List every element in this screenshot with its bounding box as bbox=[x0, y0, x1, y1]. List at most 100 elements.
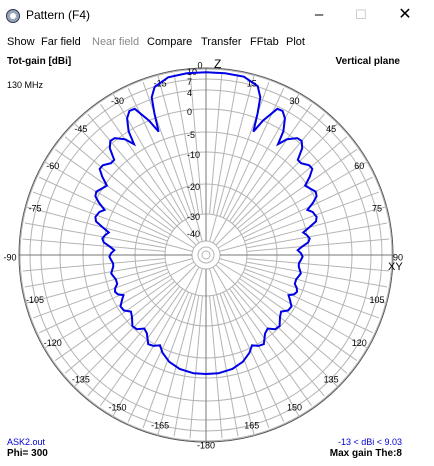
grid-spoke bbox=[246, 238, 390, 252]
radial-tick-label: -30 bbox=[187, 212, 200, 222]
grid-spoke bbox=[231, 286, 325, 397]
angle-tick-label: 135 bbox=[324, 375, 339, 385]
radial-tick-label: 4 bbox=[187, 88, 192, 98]
gain-pattern-trace bbox=[94, 71, 318, 376]
angle-tick-label: -90 bbox=[3, 252, 16, 262]
menu-bar: Show Far field Near field Compare Transf… bbox=[0, 34, 434, 52]
radial-tick-label: -5 bbox=[187, 130, 195, 140]
menu-far-field[interactable]: Far field bbox=[41, 36, 81, 48]
grid-spoke bbox=[246, 222, 388, 249]
grid-spoke bbox=[24, 222, 166, 249]
angle-tick-label: -105 bbox=[26, 295, 44, 305]
grid-spoke bbox=[173, 73, 200, 215]
grid-spoke bbox=[222, 291, 285, 422]
menu-show[interactable]: Show bbox=[7, 36, 35, 48]
frequency-label: 130 MHz bbox=[7, 80, 44, 90]
angle-tick-label: 30 bbox=[289, 96, 299, 106]
grid-ring bbox=[191, 240, 221, 270]
grid-spoke bbox=[100, 288, 183, 407]
grid-spoke bbox=[112, 266, 200, 418]
grid-spoke bbox=[87, 286, 181, 397]
grid-spoke bbox=[209, 71, 223, 215]
max-gain-label: Max gain The:8 bbox=[330, 448, 403, 459]
file-name-label: ASK2.out bbox=[7, 437, 46, 447]
angle-tick-label: 150 bbox=[287, 403, 302, 413]
grid-spoke bbox=[217, 261, 369, 349]
plane-label: Vertical plane bbox=[336, 56, 401, 67]
angle-tick-label: 0 bbox=[197, 60, 202, 70]
title-bar: Pattern (F4) – ☐ ✕ bbox=[0, 0, 434, 30]
angle-tick-label: 165 bbox=[244, 420, 259, 430]
grid-spoke bbox=[189, 295, 203, 439]
angle-tick-label: -120 bbox=[44, 338, 62, 348]
grid-spoke bbox=[244, 191, 380, 242]
grid-spoke bbox=[39, 271, 170, 334]
grid-spoke bbox=[22, 238, 166, 252]
polar-pattern-plot[interactable]: 0 15 30 45 60 75 90 105 120 135 150 165 -180 -165 -150… bbox=[0, 52, 434, 466]
grid-spoke bbox=[231, 113, 325, 224]
angle-tick-label: -60 bbox=[46, 161, 59, 171]
grid-spoke bbox=[237, 136, 348, 230]
maximize-button[interactable]: ☐ bbox=[355, 7, 367, 22]
gain-unit-label: Tot-gain [dBi] bbox=[7, 56, 71, 67]
grid-spoke bbox=[64, 136, 175, 230]
minimize-button[interactable]: – bbox=[314, 6, 324, 23]
grid-spoke bbox=[43, 261, 195, 349]
grid-spoke bbox=[100, 103, 183, 222]
menu-near-field: Near field bbox=[92, 36, 140, 48]
close-button[interactable]: ✕ bbox=[398, 6, 412, 23]
grid-spoke bbox=[189, 71, 203, 215]
angle-tick-label: -45 bbox=[74, 124, 87, 134]
menu-plot[interactable]: Plot bbox=[286, 36, 305, 48]
grid-spoke bbox=[157, 74, 203, 242]
angle-tick-label: 120 bbox=[352, 338, 367, 348]
grid-spoke bbox=[127, 88, 190, 219]
radial-tick-label: -20 bbox=[187, 182, 200, 192]
angle-tick-label: 15 bbox=[247, 78, 257, 88]
grid-spoke bbox=[219, 258, 387, 304]
angle-tick-label: -165 bbox=[151, 420, 169, 430]
grid-spoke bbox=[219, 81, 270, 217]
radial-tick-label: 10 bbox=[187, 67, 197, 77]
grid-spoke bbox=[22, 258, 166, 272]
grid-spoke bbox=[24, 261, 166, 288]
grid-spoke bbox=[237, 280, 348, 374]
window-title: Pattern (F4) bbox=[26, 8, 91, 22]
grid-spoke bbox=[54, 278, 173, 361]
polar-labels: 0 15 30 45 60 75 90 105 120 135 150 165 -180 -165 -150… bbox=[3, 60, 403, 450]
gain-range-label: -13 < dBi < 9.03 bbox=[338, 437, 402, 447]
grid-spoke bbox=[142, 81, 193, 217]
angle-tick-label: -180 bbox=[197, 440, 215, 450]
angle-tick-label: 105 bbox=[369, 295, 384, 305]
radial-tick-label: 0 bbox=[187, 107, 192, 117]
grid-spoke bbox=[64, 280, 175, 374]
grid-spoke bbox=[209, 268, 255, 436]
grid-spoke bbox=[242, 176, 373, 239]
grid-spoke bbox=[239, 278, 358, 361]
angle-tick-label: -30 bbox=[111, 96, 124, 106]
grid-spoke bbox=[217, 161, 369, 249]
grid-spoke bbox=[219, 206, 387, 252]
radial-tick-label: -10 bbox=[187, 150, 200, 160]
grid-spoke bbox=[43, 161, 195, 249]
center-ring bbox=[197, 246, 215, 264]
angle-tick-label: -150 bbox=[108, 403, 126, 413]
grid-spoke bbox=[73, 264, 197, 388]
menu-fftab[interactable]: FFtab bbox=[250, 36, 279, 48]
menu-transfer[interactable]: Transfer bbox=[201, 36, 242, 48]
grid-spoke bbox=[244, 268, 380, 319]
grid-spoke bbox=[127, 291, 190, 422]
grid-spoke bbox=[229, 288, 312, 407]
grid-spoke bbox=[212, 73, 239, 215]
grid-spoke bbox=[209, 295, 223, 439]
xy-axis-label: XY bbox=[388, 261, 403, 273]
angle-tick-label: 60 bbox=[354, 161, 364, 171]
grid-spoke bbox=[73, 122, 197, 246]
menu-compare[interactable]: Compare bbox=[147, 36, 193, 48]
grid-spoke bbox=[39, 176, 170, 239]
angle-tick-label: -75 bbox=[29, 204, 42, 214]
angle-tick-label: 90 bbox=[393, 252, 403, 262]
grid-spoke bbox=[246, 258, 390, 272]
phi-label: Phi= 300 bbox=[7, 448, 48, 459]
grid-spoke bbox=[209, 74, 255, 242]
